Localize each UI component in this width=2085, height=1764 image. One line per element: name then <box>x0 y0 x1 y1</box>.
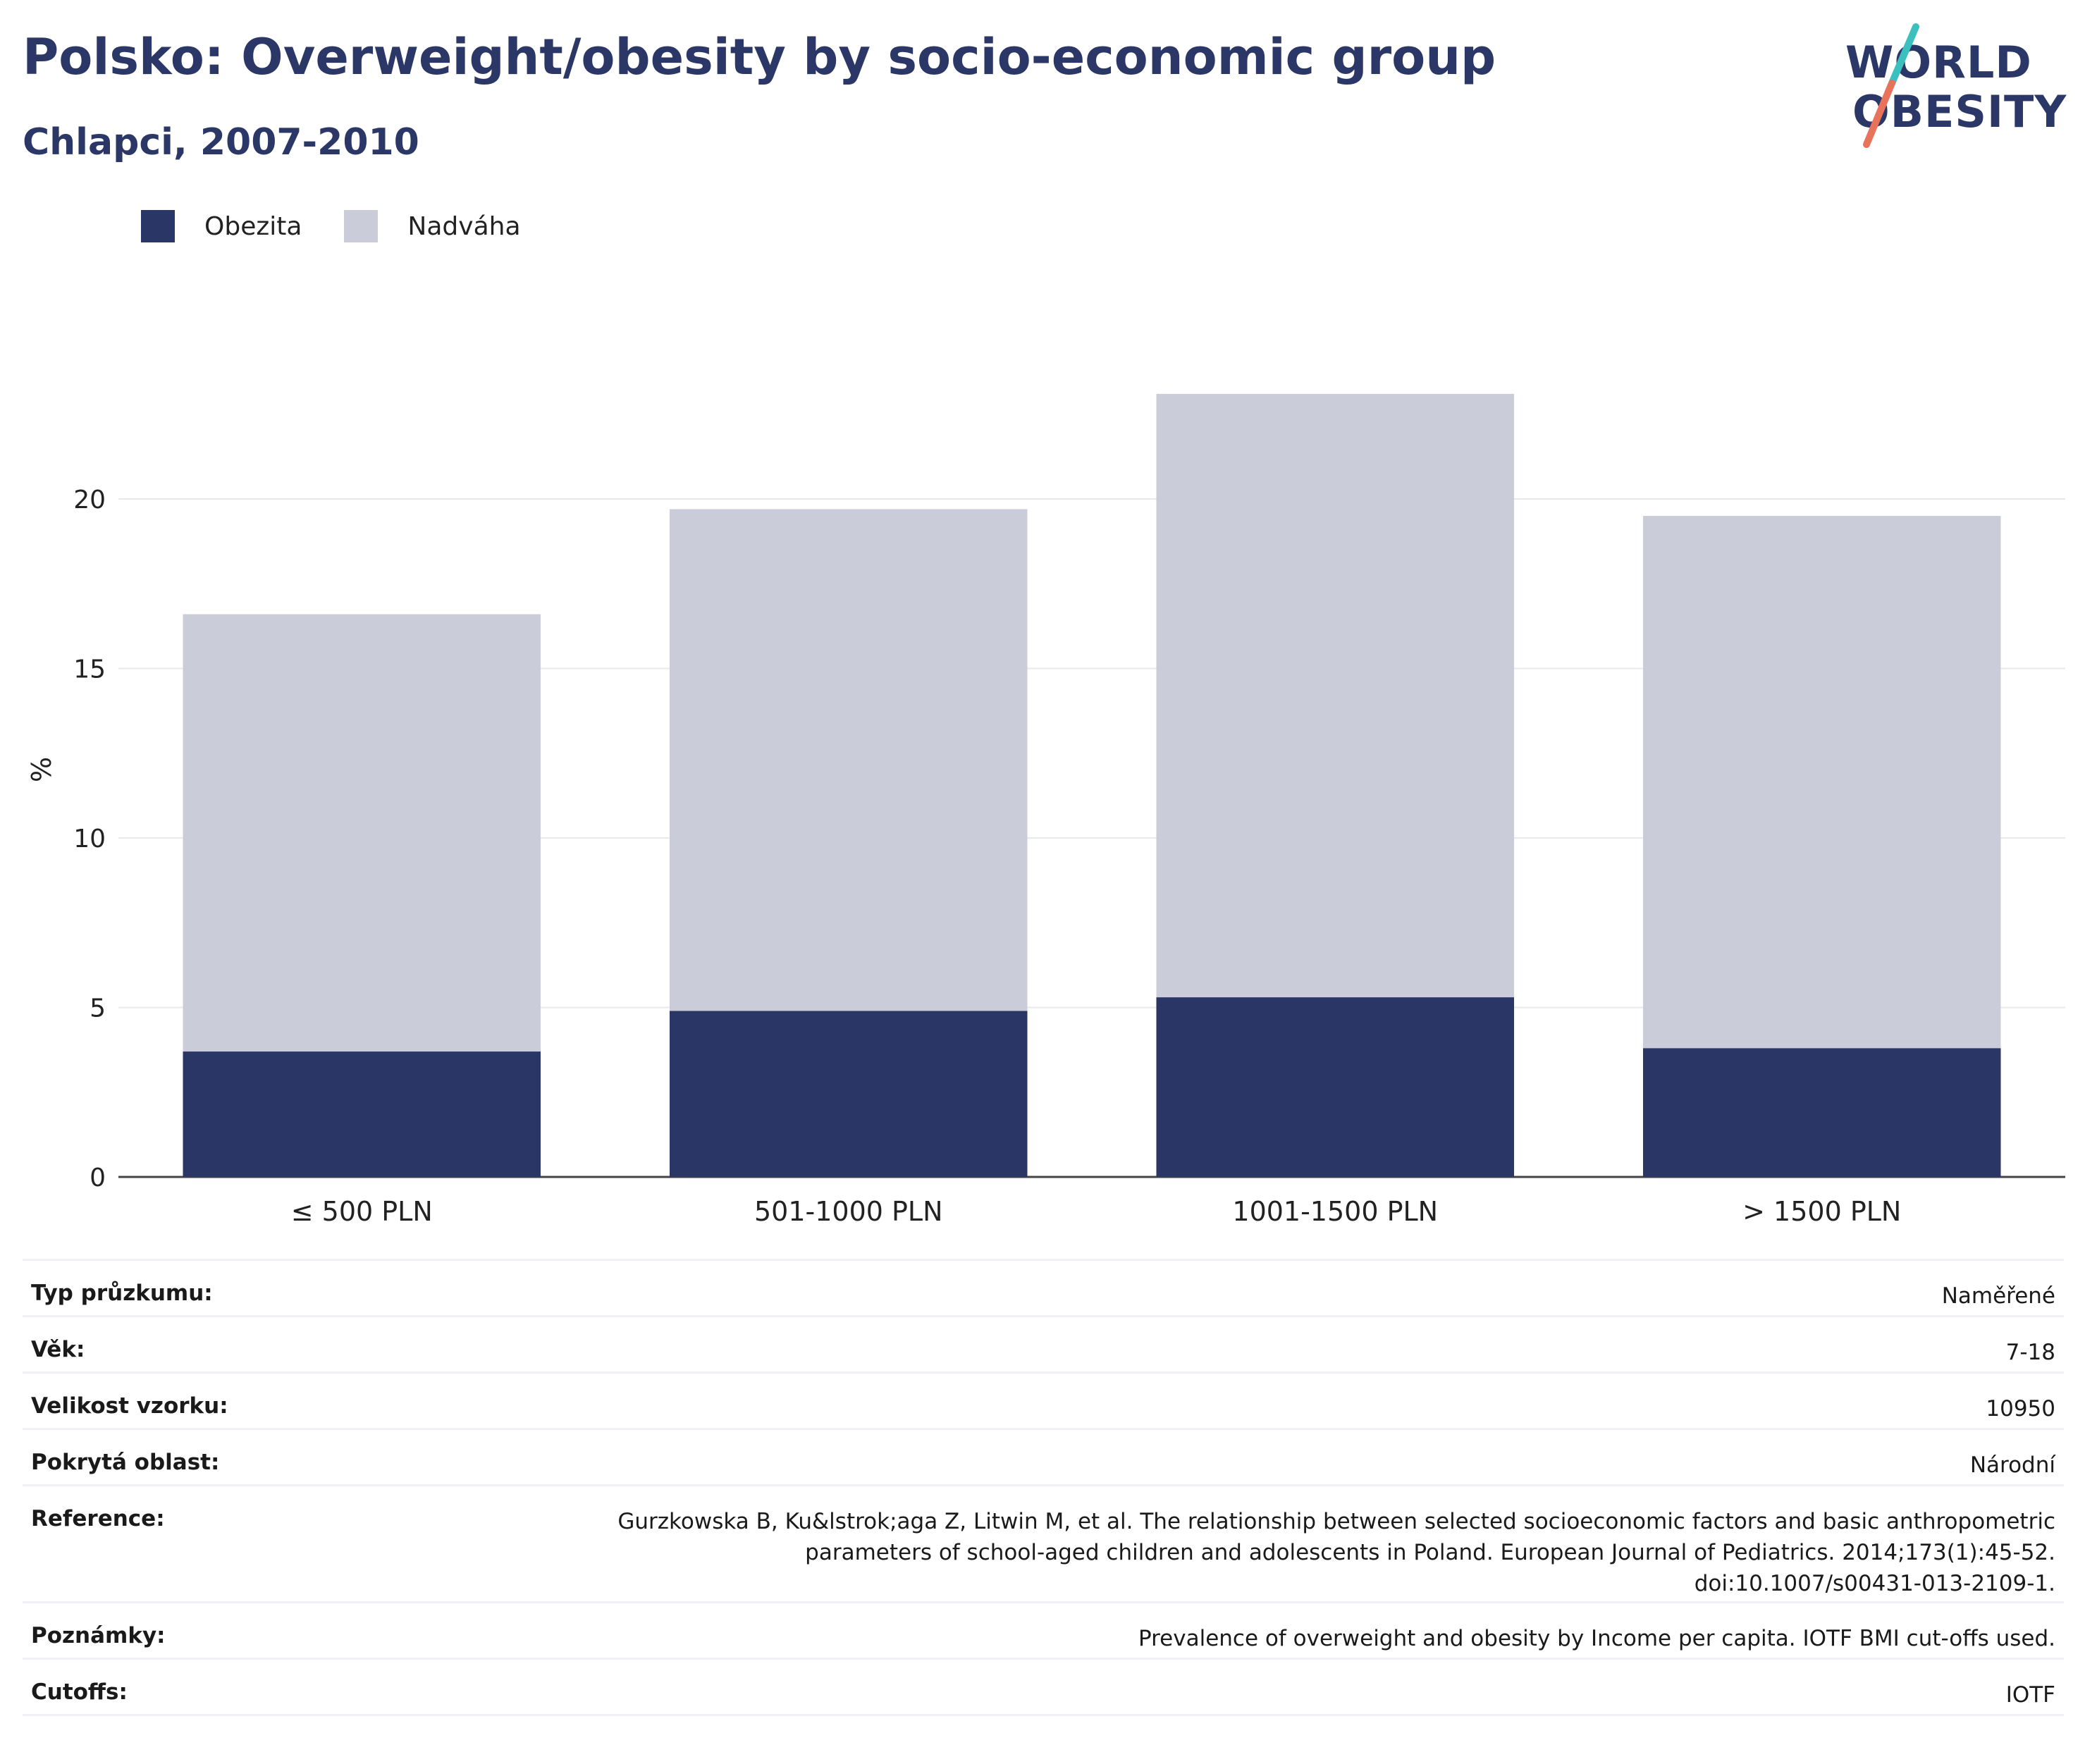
legend-swatch-obezita <box>141 210 175 242</box>
y-tick-label: 5 <box>90 994 106 1023</box>
y-axis-label: % <box>26 757 57 782</box>
info-row: Reference: Gurzkowska B, Ku&lstrok;aga Z,… <box>23 1485 2064 1603</box>
info-key: Věk: <box>31 1337 85 1362</box>
reference-line: parameters of school-aged children and a… <box>805 1540 2055 1565</box>
chart-title: Polsko: Overweight/obesity by socio-econ… <box>23 28 1496 86</box>
legend-label-obezita: Obezita <box>204 211 302 241</box>
y-tick-label: 0 <box>90 1164 106 1192</box>
logo-word-world: WORLD <box>1845 37 2032 88</box>
legend-label-nadvaha: Nadváha <box>407 211 521 241</box>
y-tick-labels: 0 5 10 15 20 <box>73 486 106 1192</box>
info-row: Pokrytá oblast: Národní <box>23 1429 2064 1486</box>
chart-legend: Obezita Nadváha <box>141 210 563 242</box>
bars <box>183 393 2001 1177</box>
info-value: Naměřené <box>1941 1283 2055 1309</box>
info-value: Prevalence of overweight and obesity by … <box>1138 1626 2055 1651</box>
x-tick-label: > 1500 PLN <box>1742 1196 1901 1227</box>
y-tick-label: 15 <box>73 655 106 684</box>
bar-nadvaha-2[interactable] <box>1156 393 1515 998</box>
info-row: Typ průzkumu: Naměřené <box>23 1259 2064 1316</box>
info-value: Gurzkowska B, Ku&lstrok;aga Z, Litwin M,… <box>392 1486 2064 1603</box>
logo-slash-coral <box>1863 80 1895 148</box>
y-tick-label: 10 <box>73 825 106 853</box>
info-value: IOTF <box>2005 1682 2055 1708</box>
x-tick-label: ≤ 500 PLN <box>291 1196 433 1227</box>
reference-line: Gurzkowska B, Ku&lstrok;aga Z, Litwin M,… <box>617 1509 2055 1534</box>
info-row: Cutoffs: IOTF <box>23 1658 2064 1715</box>
info-value: Národní <box>1969 1452 2055 1478</box>
y-tick-label: 20 <box>73 486 106 514</box>
info-key: Pokrytá oblast: <box>31 1450 220 1475</box>
info-key: Velikost vzorku: <box>31 1393 228 1419</box>
legend-item-obezita[interactable]: Obezita <box>141 210 302 242</box>
bar-obezita-0[interactable] <box>183 1051 541 1177</box>
info-row: Poznámky: Prevalence of overweight and ob… <box>23 1602 2064 1659</box>
x-tick-labels: ≤ 500 PLN 501-1000 PLN 1001-1500 PLN > 1500… <box>291 1196 1902 1227</box>
info-row: Velikost vzorku: 10950 <box>23 1372 2064 1429</box>
bar-chart: 0 5 10 15 20 ≤ 500 PLN 501-1000 PLN 1001-1500 … <box>26 393 2065 1227</box>
legend-swatch-nadvaha <box>344 210 379 242</box>
info-key: Cutoffs: <box>31 1679 128 1705</box>
world-obesity-logo: WORLD OBESITY <box>1845 23 2066 148</box>
bar-obezita-2[interactable] <box>1156 997 1515 1177</box>
bar-nadvaha-1[interactable] <box>669 509 1028 1011</box>
reference-line: doi:10.1007/s00431-013-2109-1. <box>1694 1571 2055 1596</box>
x-tick-label: 1001-1500 PLN <box>1232 1196 1438 1227</box>
survey-info-table: Typ průzkumu: Naměřené Věk: 7-18 Velikost vz… <box>23 1259 2064 1716</box>
info-key: Typ průzkumu: <box>31 1281 213 1306</box>
chart-subtitle: Chlapci, 2007-2010 <box>23 121 419 164</box>
bar-obezita-1[interactable] <box>669 1011 1028 1177</box>
bar-obezita-3[interactable] <box>1642 1048 2001 1177</box>
info-key: Poznámky: <box>31 1623 166 1648</box>
bar-nadvaha-0[interactable] <box>183 614 541 1052</box>
info-value: 7-18 <box>2005 1340 2055 1365</box>
legend-item-nadvaha[interactable]: Nadváha <box>344 210 521 242</box>
info-value: 10950 <box>1986 1396 2055 1421</box>
info-key: Reference: <box>31 1506 165 1531</box>
logo-slash-teal <box>1888 23 1919 87</box>
x-tick-label: 501-1000 PLN <box>754 1196 943 1227</box>
bar-nadvaha-3[interactable] <box>1642 516 2001 1049</box>
info-row: Věk: 7-18 <box>23 1316 2064 1373</box>
